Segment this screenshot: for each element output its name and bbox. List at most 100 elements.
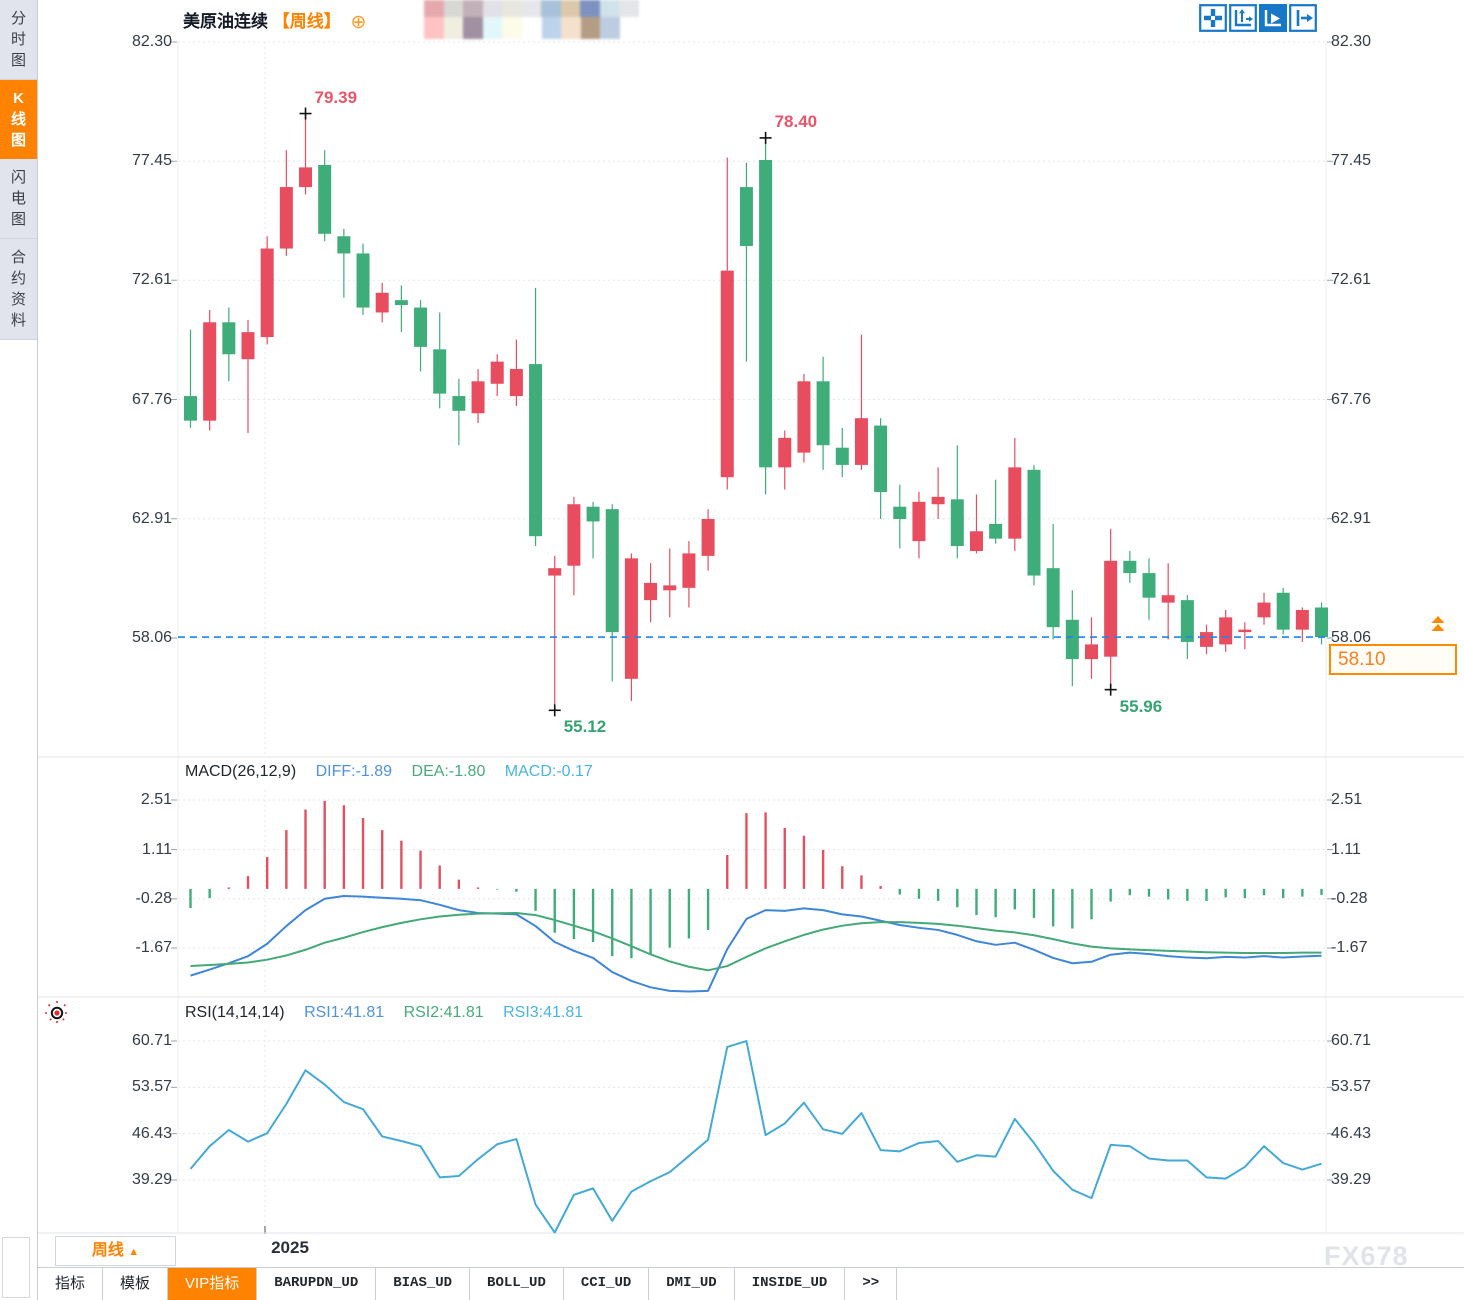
candle xyxy=(759,160,773,468)
sidebar-item-tab[interactable]: 闪 电 图 xyxy=(0,159,37,239)
rsi2-value: RSI2:41.81 xyxy=(403,1004,484,1021)
corner-cell xyxy=(2,1237,30,1298)
macd-axis-label: 2.51 xyxy=(1331,791,1363,808)
candle xyxy=(414,307,428,347)
macd-axis-label: -0.28 xyxy=(135,889,172,907)
candle xyxy=(854,418,868,465)
candle xyxy=(893,506,907,519)
pan-crosshair-icon[interactable] xyxy=(1199,4,1227,32)
candle xyxy=(1315,607,1329,638)
period-selector-button[interactable]: 周线 ▲ xyxy=(55,1236,176,1266)
candle xyxy=(682,553,696,588)
candle xyxy=(222,322,236,355)
indicator-tabbar: 指标 模板 VIP指标 BARUPDN_UD BIAS_UD BOLL_UD CCI_UD D… xyxy=(38,1267,1464,1300)
candle xyxy=(1276,592,1290,630)
candle xyxy=(739,187,753,247)
indicator-tab[interactable]: >> xyxy=(845,1268,898,1300)
macd-header: MACD(26,12,9) DIFF:-1.89 DEA:-1.80 MACD:… xyxy=(185,763,593,781)
macd-axis-label: 1.11 xyxy=(1331,840,1361,858)
candle xyxy=(1065,619,1079,660)
macd-macd-value: MACD:-0.17 xyxy=(504,763,593,780)
candle xyxy=(509,369,523,397)
price-axis-label: 72.61 xyxy=(131,271,172,289)
candle xyxy=(720,270,734,478)
candle xyxy=(375,292,389,313)
candle xyxy=(950,499,964,547)
candle xyxy=(1142,573,1156,598)
chart-toolbar xyxy=(1199,4,1317,32)
blurred-region xyxy=(424,0,639,39)
price-axis-label: 72.61 xyxy=(1331,271,1372,289)
x-axis-year-label: 2025 xyxy=(271,1238,309,1257)
indicator-tab[interactable]: 模板 xyxy=(103,1268,169,1300)
candle xyxy=(701,518,715,556)
rsi-axis-label: 53.57 xyxy=(131,1078,172,1096)
candle xyxy=(490,361,504,384)
candle xyxy=(624,558,638,679)
price-axis-label: 82.30 xyxy=(1331,33,1372,50)
instrument-name: 美原油连续 xyxy=(183,12,268,31)
rsi-axis-label: 39.29 xyxy=(1331,1171,1372,1188)
candle xyxy=(912,501,926,542)
indicator-tab[interactable]: CCI_UD xyxy=(564,1268,650,1300)
price-axis-label: 62.91 xyxy=(1331,509,1372,527)
indicator-tab[interactable]: VIP指标 xyxy=(168,1268,258,1300)
period-tag: 【周线】 xyxy=(272,12,341,31)
candle xyxy=(835,447,849,465)
indicator-tab[interactable]: DMI_UD xyxy=(649,1268,735,1300)
candle xyxy=(1295,609,1309,630)
macd-axis-label: -1.67 xyxy=(135,939,172,956)
candle xyxy=(452,396,466,411)
indicator-tab[interactable]: BARUPDN_UD xyxy=(257,1268,377,1300)
candle xyxy=(931,496,945,505)
price-axis-label: 82.30 xyxy=(131,33,172,50)
price-axis-label: 77.45 xyxy=(131,152,172,170)
candle xyxy=(337,236,351,254)
indicator-tab[interactable]: BIAS_UD xyxy=(376,1268,471,1300)
rsi-axis-label: 53.57 xyxy=(1331,1078,1372,1096)
current-price-value: 58.10 xyxy=(1338,649,1386,670)
indicator-tab[interactable]: BOLL_UD xyxy=(470,1268,564,1300)
rsi-axis-label: 60.71 xyxy=(131,1032,172,1049)
add-overlay-icon[interactable]: ⊕ xyxy=(350,12,367,33)
axis-zoom-icon[interactable] xyxy=(1229,4,1257,32)
indicator-tab[interactable]: 指标 xyxy=(38,1268,104,1300)
rsi-axis-label: 60.71 xyxy=(1331,1032,1372,1049)
candle xyxy=(586,506,600,522)
rsi1-value: RSI1:41.81 xyxy=(304,1004,385,1021)
candle xyxy=(778,437,792,468)
indicator-tab[interactable]: INSIDE_UD xyxy=(735,1268,846,1300)
candle xyxy=(241,332,255,360)
sidebar-item-tab[interactable]: 分 时 图 xyxy=(0,0,37,80)
macd-axis-label: -0.28 xyxy=(1331,889,1368,907)
price-axis-label: 58.06 xyxy=(131,629,172,646)
candle xyxy=(1084,644,1098,660)
sidebar-item-active[interactable]: K 线 图 xyxy=(0,80,37,159)
price-axis-label: 67.76 xyxy=(1331,390,1372,408)
rsi-header: RSI(14,14,14) RSI1:41.81 RSI2:41.81 RSI3… xyxy=(185,1004,583,1022)
macd-axis-label: -1.67 xyxy=(1331,939,1368,956)
candle xyxy=(874,425,888,492)
candle xyxy=(1257,602,1271,618)
candle xyxy=(394,300,408,306)
indicator-settings-icon[interactable] xyxy=(44,1000,70,1026)
rsi-axis-label: 46.43 xyxy=(131,1124,172,1142)
candle xyxy=(797,381,811,453)
candle xyxy=(279,187,293,249)
shift-right-icon[interactable] xyxy=(1289,4,1317,32)
current-price-box: 58.10 xyxy=(1329,644,1457,675)
rsi-axis-label: 39.29 xyxy=(131,1171,172,1188)
candle xyxy=(471,381,485,414)
candle xyxy=(299,167,313,188)
period-arrow-icon: ▲ xyxy=(128,1246,140,1258)
sidebar-item-tab[interactable]: 合 约 资 料 xyxy=(0,239,37,340)
macd-title: MACD(26,12,9) xyxy=(185,763,297,780)
axis-play-icon[interactable] xyxy=(1259,4,1287,32)
candle xyxy=(529,364,543,537)
macd-dea-value: DEA:-1.80 xyxy=(411,763,486,780)
period-selector-label: 周线 xyxy=(91,1242,124,1259)
candle xyxy=(989,523,1003,539)
price-axis-label: 77.45 xyxy=(1331,152,1372,170)
candle xyxy=(567,504,581,566)
candle xyxy=(1180,600,1194,642)
